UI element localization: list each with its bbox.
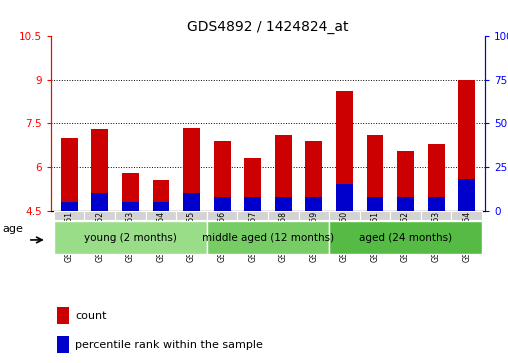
Text: GSM1230352: GSM1230352 <box>95 211 104 262</box>
Bar <box>329 211 360 220</box>
Text: GSM1230364: GSM1230364 <box>462 211 471 262</box>
Bar <box>244 158 261 211</box>
Bar <box>61 138 78 211</box>
Text: GSM1230363: GSM1230363 <box>432 211 441 262</box>
Bar <box>458 179 475 211</box>
Bar <box>207 211 237 220</box>
Text: middle aged (12 months): middle aged (12 months) <box>202 233 334 243</box>
Bar <box>91 129 108 211</box>
Bar <box>275 135 292 211</box>
Text: GSM1230353: GSM1230353 <box>126 211 135 262</box>
Text: GSM1230362: GSM1230362 <box>401 211 410 262</box>
Bar <box>299 211 329 220</box>
Bar <box>214 197 231 211</box>
Bar <box>452 211 482 220</box>
Bar <box>336 184 353 211</box>
Bar <box>183 193 200 211</box>
Text: count: count <box>75 311 107 321</box>
Bar <box>428 144 444 211</box>
Bar <box>207 221 329 254</box>
Bar <box>152 180 169 211</box>
Text: young (2 months): young (2 months) <box>84 233 177 243</box>
Bar <box>122 173 139 211</box>
Text: GSM1230361: GSM1230361 <box>370 211 379 262</box>
Text: GSM1230354: GSM1230354 <box>156 211 166 262</box>
Bar <box>183 128 200 211</box>
Bar <box>146 211 176 220</box>
Bar <box>458 80 475 211</box>
Bar <box>336 91 353 211</box>
Bar <box>214 141 231 211</box>
Bar <box>367 135 384 211</box>
Bar <box>57 307 69 324</box>
Title: GDS4892 / 1424824_at: GDS4892 / 1424824_at <box>187 20 348 34</box>
Bar <box>390 211 421 220</box>
Text: GSM1230351: GSM1230351 <box>65 211 74 262</box>
Bar <box>57 336 69 353</box>
Text: GSM1230359: GSM1230359 <box>309 211 319 262</box>
Bar <box>305 197 322 211</box>
Bar <box>54 221 207 254</box>
Text: GSM1230356: GSM1230356 <box>217 211 227 262</box>
Text: age: age <box>3 224 23 234</box>
Bar <box>61 202 78 211</box>
Bar <box>360 211 390 220</box>
Text: GSM1230358: GSM1230358 <box>279 211 288 262</box>
Text: percentile rank within the sample: percentile rank within the sample <box>75 339 263 350</box>
Bar <box>152 202 169 211</box>
Bar <box>237 211 268 220</box>
Bar <box>275 197 292 211</box>
Bar <box>115 211 146 220</box>
Bar <box>397 197 414 211</box>
Bar <box>305 141 322 211</box>
Bar <box>122 202 139 211</box>
Bar <box>367 197 384 211</box>
Bar <box>329 221 482 254</box>
Bar <box>428 197 444 211</box>
Bar <box>397 151 414 211</box>
Bar <box>421 211 452 220</box>
Text: GSM1230360: GSM1230360 <box>340 211 349 262</box>
Bar <box>54 211 84 220</box>
Text: GSM1230357: GSM1230357 <box>248 211 257 262</box>
Bar <box>176 211 207 220</box>
Bar <box>268 211 299 220</box>
Bar <box>244 197 261 211</box>
Bar <box>91 193 108 211</box>
Text: aged (24 months): aged (24 months) <box>359 233 452 243</box>
Text: GSM1230355: GSM1230355 <box>187 211 196 262</box>
Bar <box>84 211 115 220</box>
